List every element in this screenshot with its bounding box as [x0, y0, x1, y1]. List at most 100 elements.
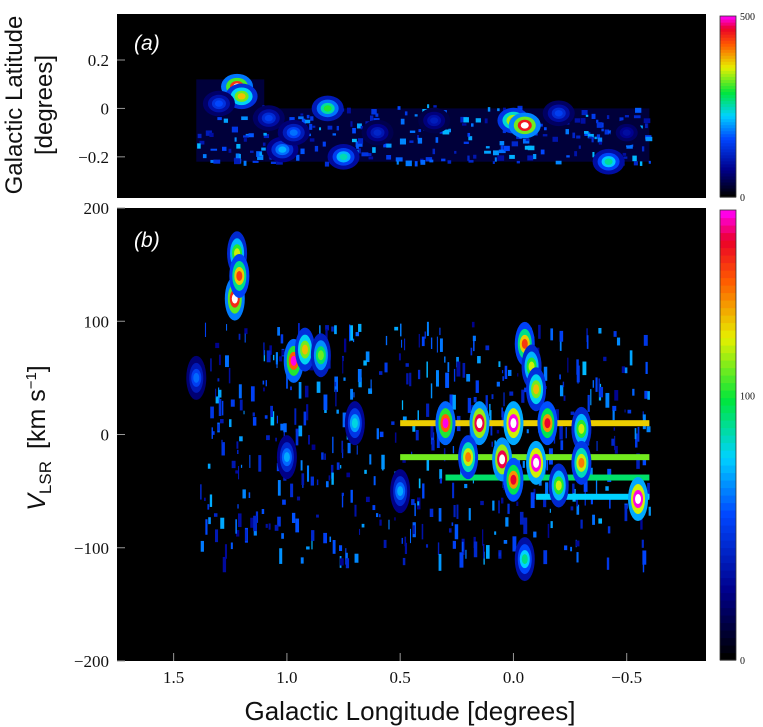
panel-b-noise-pixel — [503, 484, 505, 491]
panel-b-noise-pixel — [345, 552, 348, 560]
panel-b-noise-pixel — [560, 440, 564, 451]
panel-b-noise-pixel — [643, 334, 648, 346]
panel-b-noise-pixel — [250, 517, 254, 528]
panel-a-noise-pixel — [467, 155, 470, 161]
panel-b-noise-pixel — [439, 469, 443, 480]
panel-b-noise-pixel — [592, 514, 595, 525]
panel-b-noise-pixel — [586, 335, 589, 349]
colorbar-segment — [720, 109, 736, 114]
panel-b-noise-pixel — [547, 523, 550, 538]
x-axis-label: Galactic Longitude [degrees] — [245, 696, 576, 726]
panel-b-noise-pixel — [308, 434, 310, 445]
panel-a-noise-pixel — [417, 137, 423, 144]
panel-a-noise-pixel — [433, 105, 437, 108]
panel-a-noise-pixel — [205, 130, 212, 136]
panel-b-noise-pixel — [238, 384, 242, 399]
panel-a-noise-pixel — [228, 148, 232, 153]
panel-b-noise-pixel — [211, 427, 213, 439]
panel-b-noise-pixel — [376, 428, 379, 440]
panel-b-noise-pixel — [358, 323, 362, 332]
panel-a-noise-pixel — [574, 151, 578, 157]
panel-b-noise-pixel — [221, 400, 224, 416]
panel-b-velocity-band — [400, 454, 650, 461]
panel-b-noise-pixel — [311, 535, 313, 550]
panel-b-noise-pixel — [275, 352, 278, 365]
colorbar-segment — [720, 124, 736, 129]
panel-b-noise-pixel — [334, 376, 338, 392]
panel-b-noise-pixel — [614, 435, 616, 450]
panel-b-noise-pixel — [559, 385, 564, 397]
panel-b-noise-pixel — [545, 482, 549, 497]
panel-a-peak — [554, 110, 563, 117]
panel-b-noise-pixel — [400, 323, 402, 337]
colorbar-segment — [720, 181, 736, 186]
panel-b-noise-pixel — [276, 362, 278, 369]
panel-a-noise-pixel — [209, 132, 214, 138]
panel-b-noise-pixel — [632, 388, 635, 396]
panel-b-noise-pixel — [329, 536, 332, 543]
panel-b-noise-pixel — [302, 484, 304, 488]
panel-a-noise-pixel — [497, 155, 505, 161]
panel-b-colorbar: 100 0 — [719, 209, 755, 667]
panel-b-noise-pixel — [576, 499, 578, 507]
panel-a-noise-pixel — [222, 146, 227, 151]
panel-a-label: (a) — [134, 32, 160, 55]
panel-b-noise-pixel — [215, 396, 220, 404]
panel-b-noise-pixel — [453, 505, 456, 518]
panel-a-peak — [373, 129, 382, 136]
panel-a-noise-pixel — [540, 123, 543, 127]
panel-b-noise-pixel — [501, 411, 505, 428]
colorbar-segment — [720, 337, 736, 346]
panel-a-noise-pixel — [645, 123, 648, 129]
panel-b-noise-pixel — [564, 545, 568, 551]
colorbar-segment — [720, 40, 736, 44]
panel-b-peak — [236, 270, 243, 281]
panel-b-noise-pixel — [422, 483, 425, 499]
panel-b-noise-pixel — [279, 356, 283, 362]
panel-b-noise-pixel — [263, 387, 265, 392]
panel-a-noise-pixel — [527, 155, 534, 161]
panel-a-noise-pixel — [289, 117, 295, 122]
panel-b-peak — [510, 418, 517, 429]
panel-b-noise-pixel — [222, 556, 227, 573]
panel-a-noise-pixel — [357, 123, 362, 129]
panel-b-noise-pixel — [332, 436, 334, 454]
panel-a-noise-pixel — [210, 148, 218, 151]
panel-b-noise-pixel — [507, 503, 510, 514]
panel-a-noise-pixel — [243, 138, 247, 142]
panel-b-noise-pixel — [365, 351, 370, 363]
panel-b-noise-pixel — [448, 528, 452, 533]
colorbar-label: 0 — [740, 656, 745, 667]
panel-a-noise-pixel — [584, 131, 589, 134]
panel-b-noise-pixel — [379, 514, 381, 518]
panel-b-noise-pixel — [559, 335, 562, 351]
panel-b-noise-pixel — [272, 354, 275, 361]
panel-b-noise-pixel — [605, 392, 610, 408]
colorbar-segment — [720, 142, 736, 147]
panel-b-peak — [351, 418, 358, 429]
panel-a-noise-pixel — [524, 145, 532, 150]
panel-b-noise-pixel — [533, 531, 537, 538]
panel-a-noise-pixel — [591, 113, 596, 119]
panel-b-noise-pixel — [391, 421, 395, 425]
panel-a-noise-pixel — [263, 132, 267, 136]
panel-b-noise-pixel — [637, 426, 640, 442]
colorbar-segment — [720, 166, 736, 171]
colorbar-segment — [720, 502, 736, 511]
panel-b-peak — [290, 355, 297, 366]
panel-a-noise-pixel — [262, 142, 266, 146]
colorbar-segment — [720, 300, 736, 309]
panel-b-emission — [186, 231, 651, 582]
colorbar-segment — [720, 16, 736, 20]
colorbar-segment — [720, 148, 736, 153]
panel-b-noise-pixel — [426, 321, 429, 336]
panel-b-noise-pixel — [306, 465, 310, 482]
panel-a-noise-pixel — [441, 158, 446, 162]
panel-a-noise-pixel — [425, 157, 433, 162]
panel-b-noise-pixel — [438, 553, 442, 571]
colorbar-segment — [720, 562, 736, 571]
panel-b-noise-pixel — [236, 449, 239, 455]
panel-a-noise-pixel — [442, 129, 450, 135]
panel-b-noise-pixel — [644, 390, 648, 399]
panel-b-noise-pixel — [485, 345, 490, 351]
